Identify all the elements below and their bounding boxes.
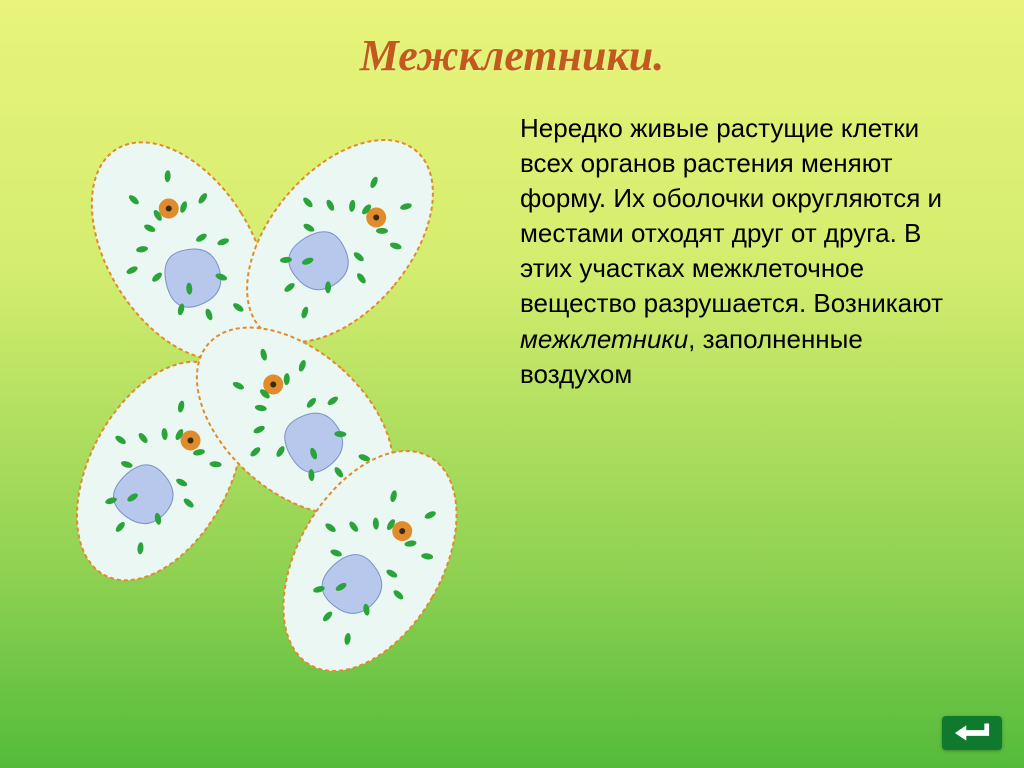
slide-title: Межклетники. (60, 30, 964, 81)
body-main: Нередко живые растущие клетки всех орган… (520, 113, 943, 318)
body-text: Нередко живые растущие клетки всех орган… (520, 111, 964, 738)
cells-diagram (60, 111, 480, 738)
body-emphasis: межклетники (520, 324, 688, 354)
return-arrow-icon (953, 723, 991, 743)
return-button[interactable] (942, 716, 1002, 750)
